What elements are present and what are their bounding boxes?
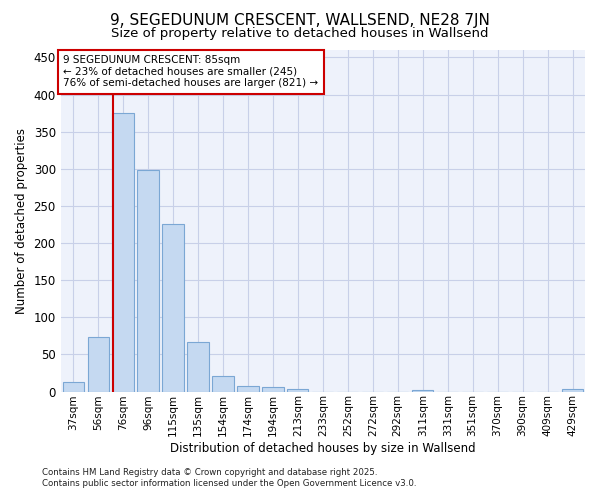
Text: 9 SEGEDUNUM CRESCENT: 85sqm
← 23% of detached houses are smaller (245)
76% of se: 9 SEGEDUNUM CRESCENT: 85sqm ← 23% of det… (63, 55, 319, 88)
Bar (88, 338, 109, 392)
Bar (137, 170, 158, 392)
Bar (412, 390, 433, 392)
Bar (62, 382, 84, 392)
Text: Size of property relative to detached houses in Wallsend: Size of property relative to detached ho… (111, 28, 489, 40)
X-axis label: Distribution of detached houses by size in Wallsend: Distribution of detached houses by size … (170, 442, 476, 455)
Bar (112, 113, 134, 392)
Bar (262, 387, 284, 392)
Text: 9, SEGEDUNUM CRESCENT, WALLSEND, NE28 7JN: 9, SEGEDUNUM CRESCENT, WALLSEND, NE28 7J… (110, 12, 490, 28)
Text: Contains HM Land Registry data © Crown copyright and database right 2025.
Contai: Contains HM Land Registry data © Crown c… (42, 468, 416, 487)
Bar (163, 224, 184, 392)
Y-axis label: Number of detached properties: Number of detached properties (15, 128, 28, 314)
Bar (212, 376, 233, 392)
Bar (287, 390, 308, 392)
Bar (238, 386, 259, 392)
Bar (187, 342, 209, 392)
Bar (562, 390, 583, 392)
